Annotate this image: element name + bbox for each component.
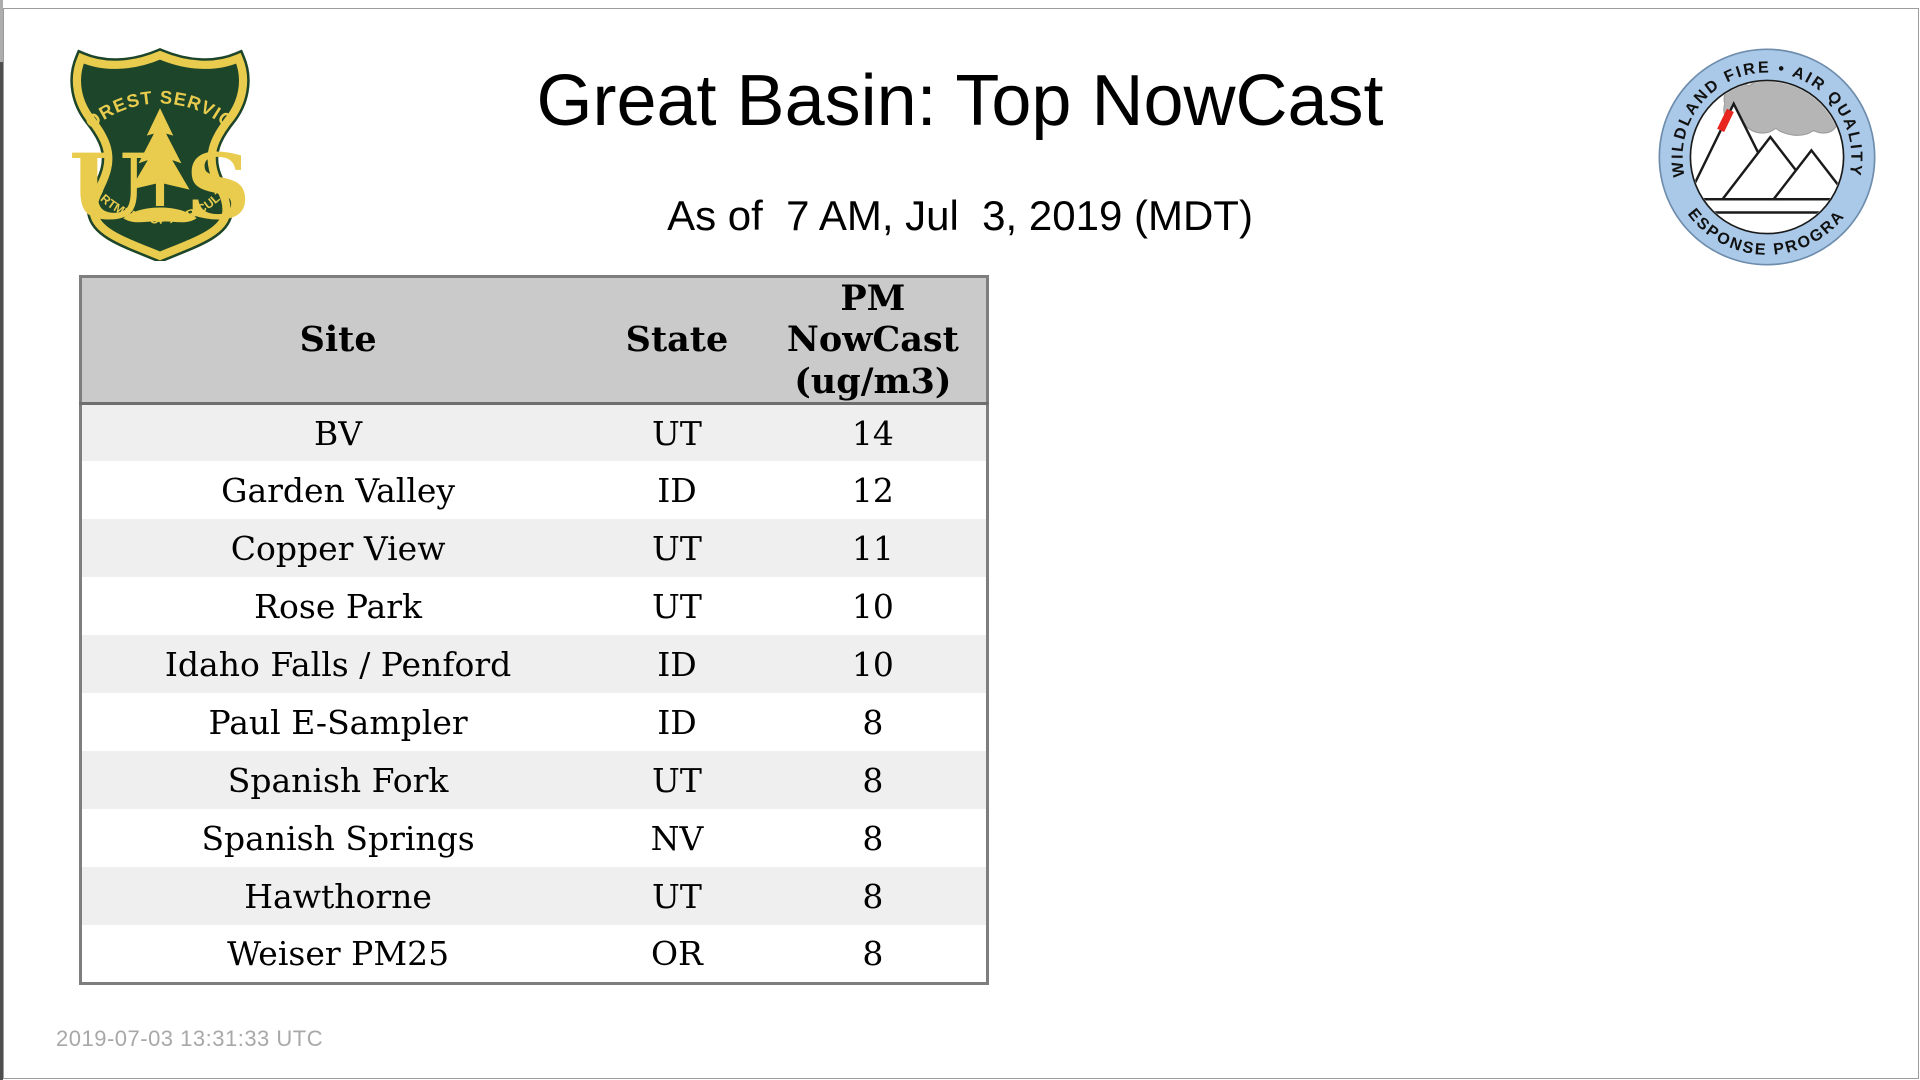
- table-row: Idaho Falls / Penford ID 10: [80, 635, 988, 694]
- table-row: Paul E-Sampler ID 8: [80, 693, 988, 752]
- cell-pm: 10: [759, 635, 988, 694]
- cell-pm: 8: [759, 809, 988, 868]
- table-row: Spanish Springs NV 8: [80, 809, 988, 868]
- cell-site: Hawthorne: [80, 867, 595, 926]
- cell-site: Spanish Springs: [80, 809, 595, 868]
- cell-state: ID: [594, 635, 760, 694]
- cell-state: UT: [594, 867, 760, 926]
- cell-site: Weiser PM25: [80, 925, 595, 984]
- cell-pm: 12: [759, 461, 988, 520]
- table-row: Weiser PM25 OR 8: [80, 925, 988, 984]
- cell-pm: 8: [759, 925, 988, 984]
- nowcast-table: Site State PM NowCast (ug/m3) BV UT 14 G…: [79, 275, 989, 985]
- window-edge-bar: [0, 0, 3, 1080]
- cell-state: UT: [594, 403, 760, 462]
- window-edge-bar-top: [0, 0, 3, 62]
- cell-site: Spanish Fork: [80, 751, 595, 810]
- cell-state: NV: [594, 809, 760, 868]
- cell-pm: 8: [759, 867, 988, 926]
- table-row: Hawthorne UT 8: [80, 867, 988, 926]
- page-title: Great Basin: Top NowCast: [536, 61, 1384, 141]
- forest-service-logo: FOREST SERVICE U S DEPARTMENT OF AGRICUL…: [51, 28, 263, 264]
- mountains-icon: [1691, 100, 1843, 201]
- pine-tree-roots-icon: [123, 207, 197, 223]
- cell-site: Rose Park: [80, 577, 595, 636]
- pine-tree-icon: [130, 108, 190, 206]
- table-row: Garden Valley ID 12: [80, 461, 988, 520]
- table-row: Copper View UT 11: [80, 519, 988, 578]
- cell-state: UT: [594, 751, 760, 810]
- fs-letter-s: S: [186, 135, 251, 240]
- cell-pm: 8: [759, 751, 988, 810]
- table-row: Rose Park UT 10: [80, 577, 988, 636]
- cell-pm: 10: [759, 577, 988, 636]
- cell-site: BV: [80, 403, 595, 462]
- table-header-row: Site State PM NowCast (ug/m3): [80, 276, 988, 405]
- wfaqrp-logo: WILDLAND FIRE • AIR QUALITY RESPONSE PRO…: [1648, 32, 1878, 268]
- col-header-site: Site: [80, 276, 595, 405]
- fire-icon: [1717, 108, 1734, 133]
- cell-site: Copper View: [80, 519, 595, 578]
- cell-state: UT: [594, 519, 760, 578]
- cell-state: UT: [594, 577, 760, 636]
- table-row: BV UT 14: [80, 403, 988, 462]
- cell-state: ID: [594, 693, 760, 752]
- page-subtitle: As of 7 AM, Jul 3, 2019 (MDT): [667, 192, 1253, 239]
- cell-state: OR: [594, 925, 760, 984]
- cell-pm: 14: [759, 403, 988, 462]
- table-row: Spanish Fork UT 8: [80, 751, 988, 810]
- col-header-state: State: [594, 276, 760, 405]
- cell-pm: 11: [759, 519, 988, 578]
- forest-service-shield-icon: FOREST SERVICE U S DEPARTMENT OF AGRICUL…: [51, 28, 251, 264]
- cell-site: Garden Valley: [80, 461, 595, 520]
- col-header-pm-nowcast: PM NowCast (ug/m3): [759, 276, 988, 405]
- cell-site: Paul E-Sampler: [80, 693, 595, 752]
- footer-timestamp: 2019-07-03 13:31:33 UTC: [56, 1026, 324, 1051]
- cell-site: Idaho Falls / Penford: [80, 635, 595, 694]
- cell-pm: 8: [759, 693, 988, 752]
- cell-state: ID: [594, 461, 760, 520]
- wfaqrp-badge-icon: WILDLAND FIRE • AIR QUALITY RESPONSE PRO…: [1648, 32, 1876, 266]
